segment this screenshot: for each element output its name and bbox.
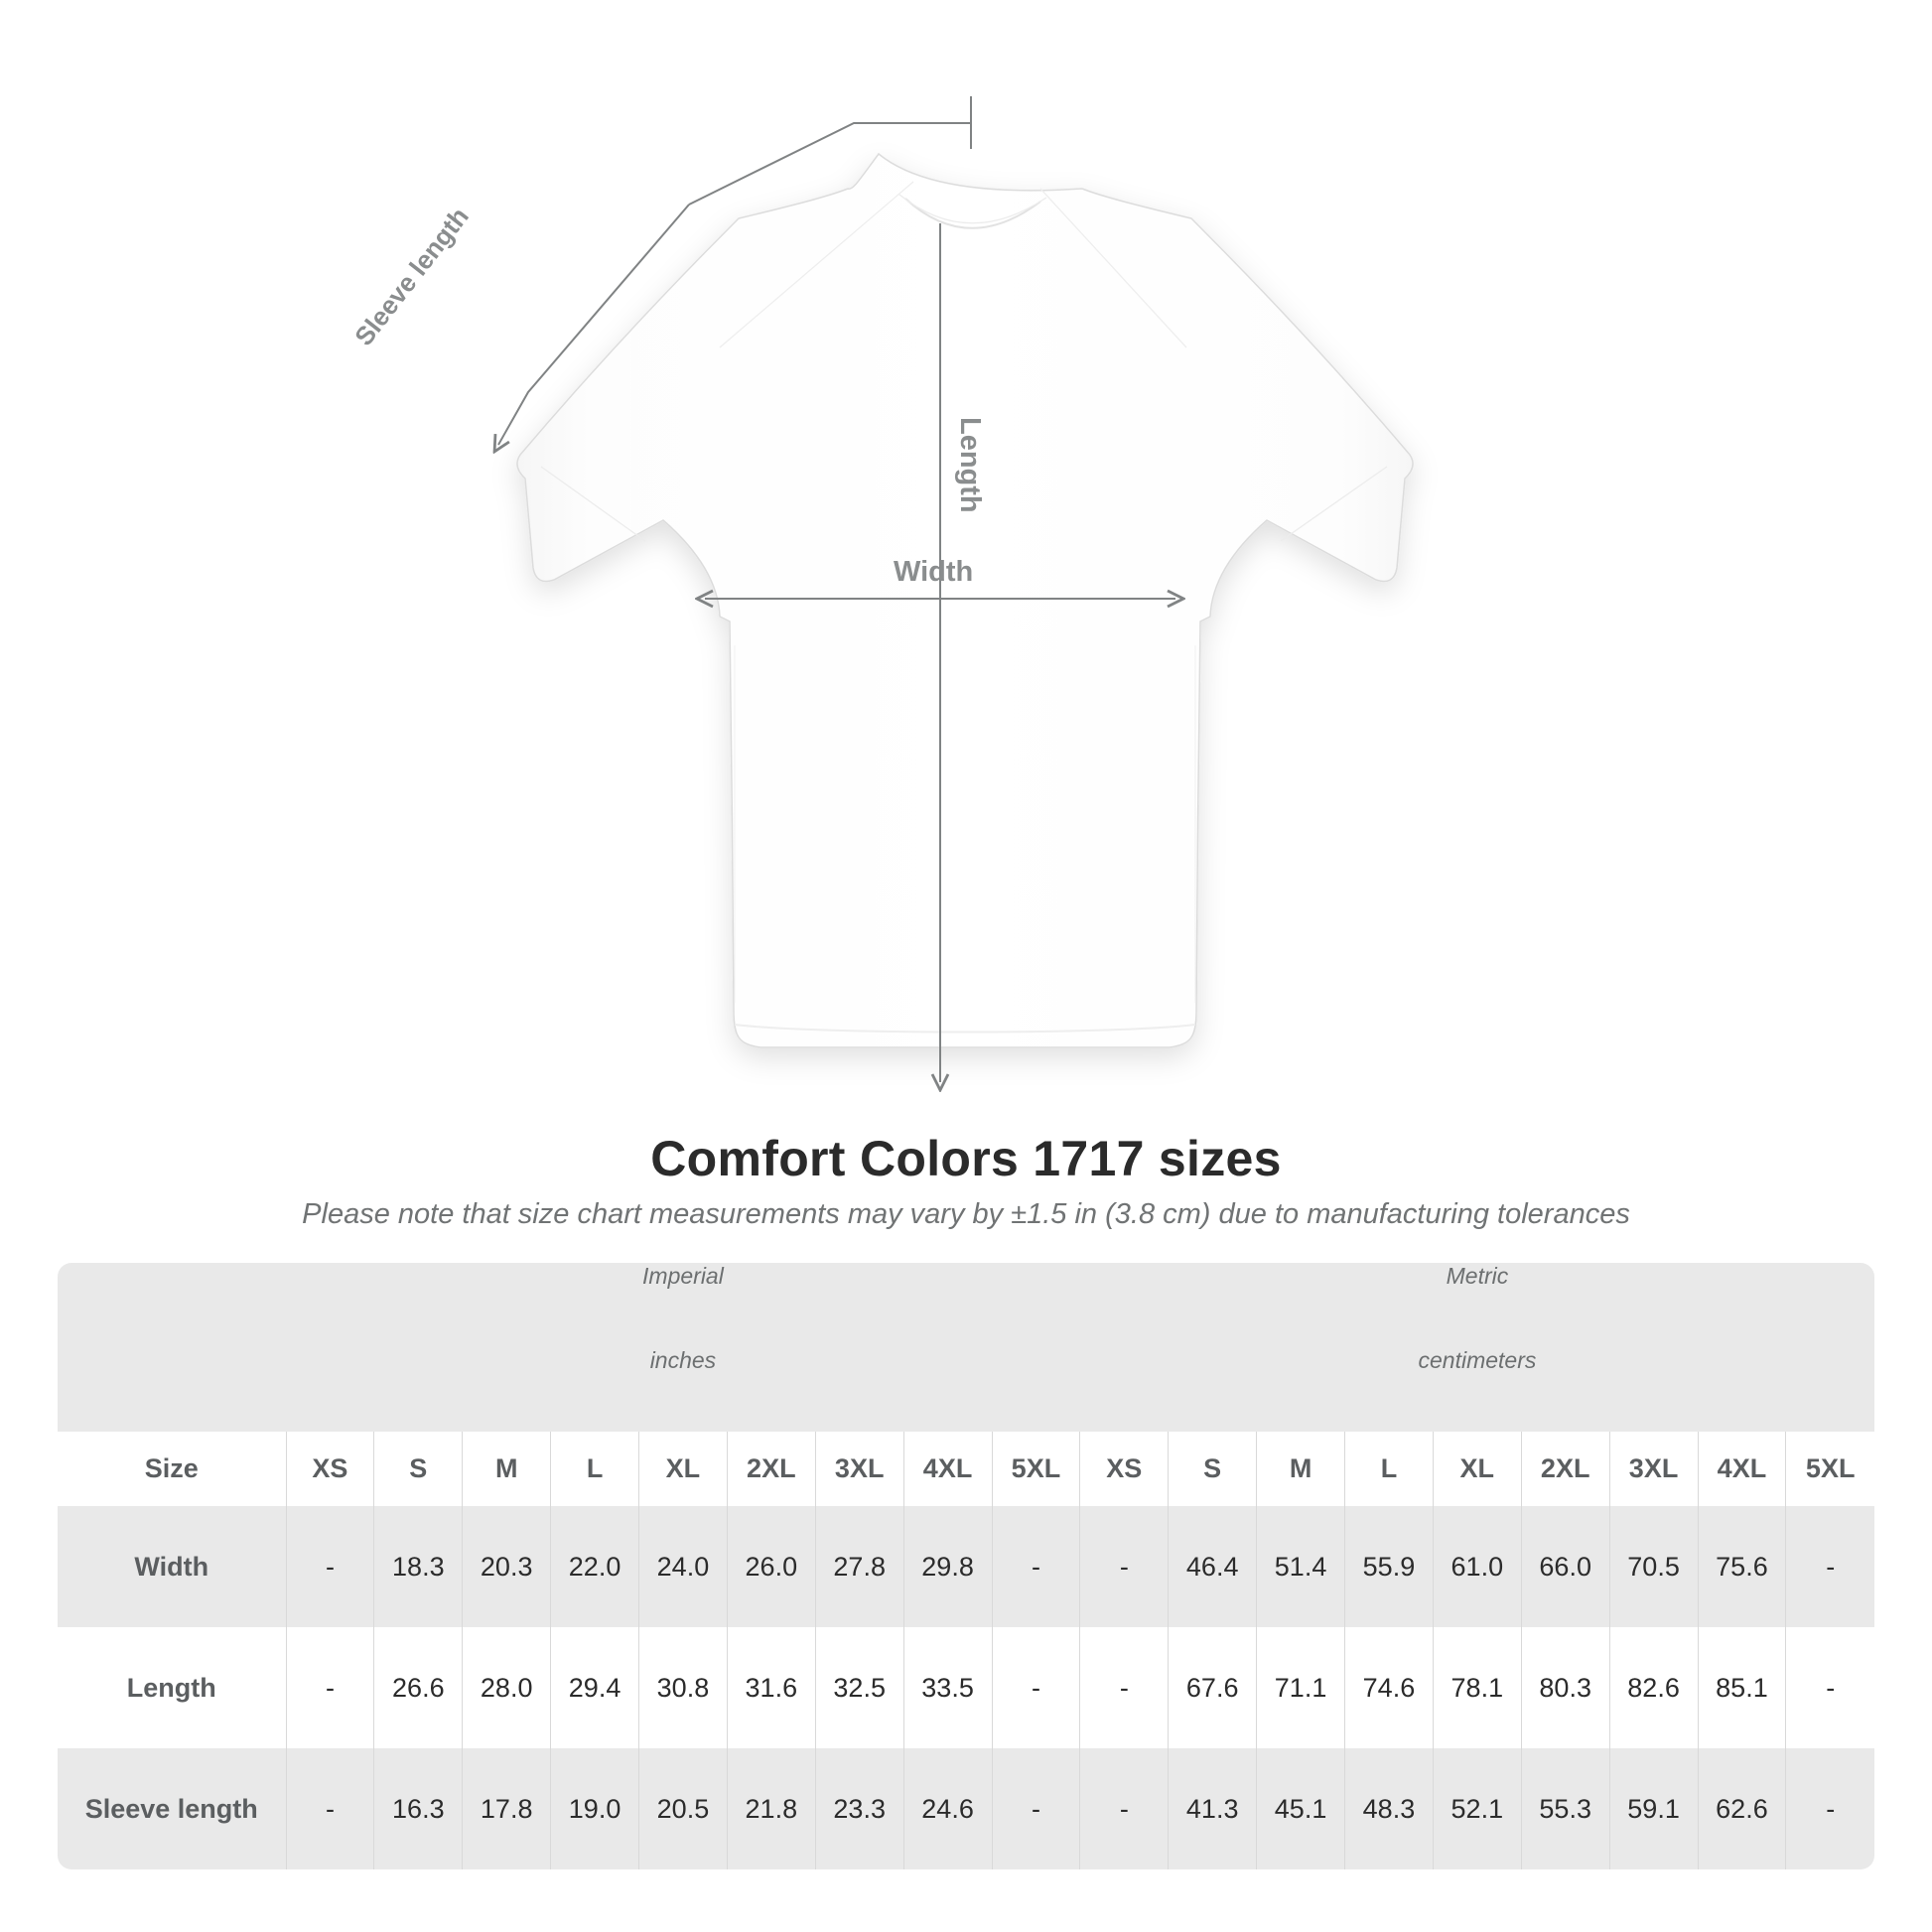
svg-text:Width: Width	[894, 556, 973, 588]
svg-text:Sleeve length: Sleeve length	[348, 202, 475, 351]
svg-text:Length: Length	[954, 417, 986, 513]
